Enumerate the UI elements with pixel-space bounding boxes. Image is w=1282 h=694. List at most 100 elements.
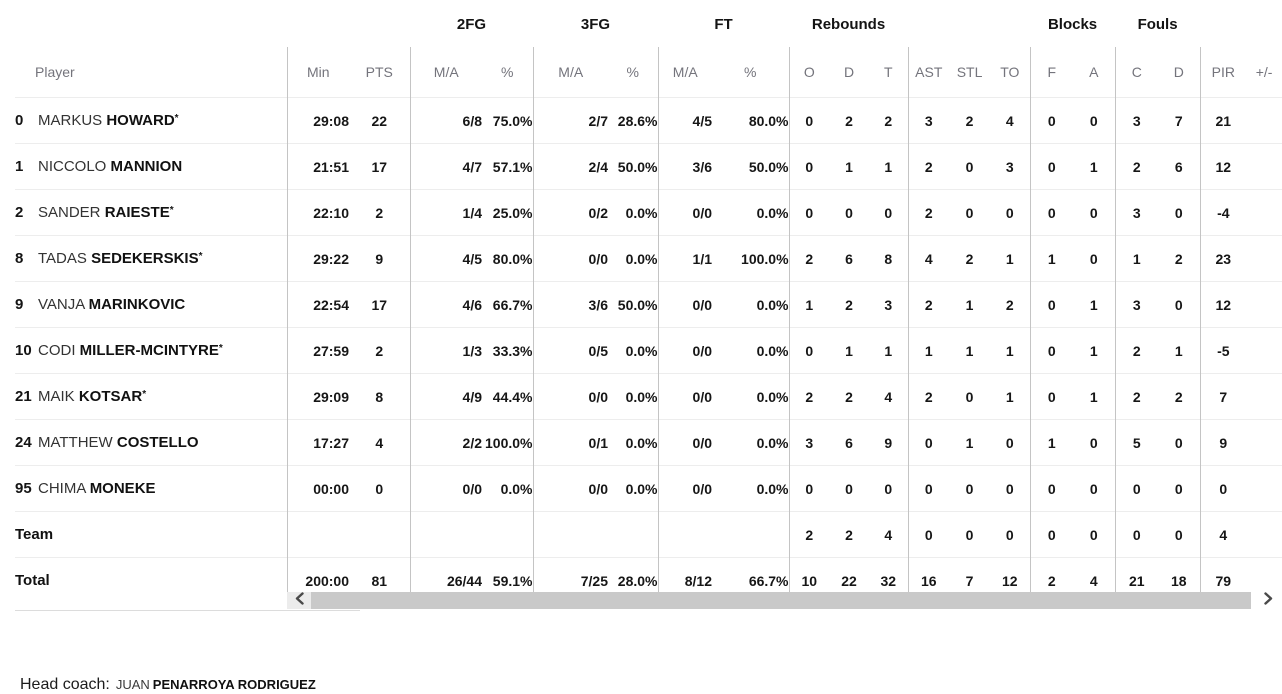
stat-cell: 33.3% xyxy=(482,327,533,374)
stat-cell: -4 xyxy=(1199,189,1247,236)
player-name-cell[interactable]: 24 MATTHEW COSTELLO xyxy=(15,419,287,466)
stat-cell: 2 xyxy=(907,189,950,236)
stat-cell: 17 xyxy=(349,143,410,190)
stat-cell: 21 xyxy=(1199,97,1247,144)
player-name-cell[interactable]: 9 VANJA MARINKOVIC xyxy=(15,281,287,328)
jersey-number: 24 xyxy=(15,434,32,451)
player-first-name: SANDER xyxy=(38,204,105,221)
stat-cell: 3 xyxy=(869,281,909,328)
player-row: 24 MATTHEW COSTELLO 17:27 4 2/2 100.0% 0/1 0.0%… xyxy=(15,419,1282,466)
stat-cell: 0 xyxy=(1029,511,1074,558)
table-bottom-border xyxy=(15,610,360,611)
stat-cell: 0 xyxy=(1114,511,1159,558)
player-last-name: COSTELLO xyxy=(116,434,199,451)
coach-first-name[interactable]: JUAN xyxy=(115,677,150,692)
stat-cell: 50.0% xyxy=(608,281,658,328)
scrollbar-thumb[interactable] xyxy=(311,592,1251,609)
column-header: M/A xyxy=(657,47,712,98)
stat-cell: 4/5 xyxy=(409,235,482,282)
stat-cell: 28.6% xyxy=(608,97,658,144)
scroll-right-button[interactable] xyxy=(1254,591,1282,609)
stat-cell: 2 xyxy=(907,143,950,190)
stat-cell xyxy=(1246,143,1282,190)
stat-cell: 23 xyxy=(1199,235,1247,282)
stat-cell xyxy=(1246,281,1282,328)
stat-cell: 2 xyxy=(907,373,950,420)
column-header: +/- xyxy=(1255,64,1273,80)
stat-cell: 0 xyxy=(869,465,909,512)
stat-cell: 80.0% xyxy=(712,97,790,144)
column-header: % xyxy=(744,64,757,80)
stat-cell: 2 xyxy=(1114,373,1159,420)
column-header: T xyxy=(884,64,893,80)
player-name-cell[interactable]: 8 TADAS SEDEKERSKIS* xyxy=(15,235,287,282)
stat-cell: 1 xyxy=(1029,419,1074,466)
stat-cell: 2 xyxy=(349,327,410,374)
stat-cell: 0 xyxy=(907,465,950,512)
player-name-cell[interactable]: 21 MAIK KOTSAR* xyxy=(15,373,287,420)
player-name-cell[interactable]: 1 NICCOLO MANNION xyxy=(15,143,287,190)
player-name-cell[interactable]: 95 CHIMA MONEKE xyxy=(15,465,287,512)
stat-cell: 0/0 xyxy=(657,189,712,236)
stat-cell: 0/0 xyxy=(532,373,608,420)
stat-cell: 0.0% xyxy=(712,189,790,236)
stat-cell: 100.0% xyxy=(712,235,790,282)
stat-cell: 1 xyxy=(1073,281,1116,328)
stat-cell: 4/6 xyxy=(409,281,482,328)
stat-cell: 2/4 xyxy=(532,143,608,190)
stat-cell: 0 xyxy=(1073,189,1116,236)
stat-cell: 1 xyxy=(1073,143,1116,190)
stat-cell: 2 xyxy=(1114,143,1159,190)
stat-cell: 0 xyxy=(949,143,991,190)
stat-cell: 75.0% xyxy=(482,97,533,144)
scrollbar-track[interactable] xyxy=(1251,592,1254,609)
head-coach-line: Head coach: JUAN PENARROYA RODRIGUEZ xyxy=(20,676,1282,694)
player-last-name: HOWARD xyxy=(106,112,175,129)
stat-cell: 1 xyxy=(869,327,909,374)
stat-cell: 6/8 xyxy=(409,97,482,144)
stat-cell: 0 xyxy=(1158,281,1201,328)
column-header: O xyxy=(788,47,830,98)
player-name-cell[interactable]: 10 CODI MILLER-MCINTYRE* xyxy=(15,327,287,374)
scroll-left-button[interactable] xyxy=(287,591,311,609)
box-score-table: 2FG 3FG FT Rebounds Blocks Fouls Player Min PTS M… xyxy=(15,2,1282,603)
stat-cell: 0/0 xyxy=(409,465,482,512)
stat-cell: 9 xyxy=(349,235,410,282)
horizontal-scrollbar[interactable] xyxy=(287,591,1282,609)
column-header: STL xyxy=(956,64,983,80)
stat-cell: 0/1 xyxy=(532,419,608,466)
corner-cell xyxy=(15,2,287,47)
stat-cell: 0/0 xyxy=(657,465,712,512)
jersey-number: 10 xyxy=(15,342,32,359)
stat-cell: 0 xyxy=(949,189,991,236)
team-row: Team 2 2 4 0 0 0 0 0 0 0 4 xyxy=(15,511,1282,558)
stat-cell: 1 xyxy=(990,373,1031,420)
stat-cell: 0 xyxy=(349,465,410,512)
stat-cell: 2 xyxy=(1158,373,1201,420)
stat-cell: 0 xyxy=(1029,465,1074,512)
player-last-name: MONEKE xyxy=(89,480,156,497)
column-header: M/A xyxy=(532,47,608,98)
player-last-name: KOTSAR xyxy=(78,388,143,405)
stat-cell: 0 xyxy=(788,189,830,236)
starter-marker: * xyxy=(218,343,223,354)
player-name-cell[interactable]: 0 MARKUS HOWARD* xyxy=(15,97,287,144)
group-header xyxy=(908,2,1030,47)
stat-cell: 6 xyxy=(829,419,870,466)
stat-cell: 0.0% xyxy=(712,327,790,374)
column-header: PTS xyxy=(365,64,393,80)
team-row-label: Team xyxy=(15,526,54,543)
stat-cell: 0 xyxy=(1199,465,1247,512)
stat-cell: 21:51 xyxy=(286,143,349,190)
stat-cell: 8 xyxy=(869,235,909,282)
starter-marker: * xyxy=(198,251,203,262)
stat-cell: 9 xyxy=(1199,419,1247,466)
column-header: Min xyxy=(286,47,349,98)
player-name-cell[interactable]: 2 SANDER RAIESTE* xyxy=(15,189,287,236)
stat-cell: 0/5 xyxy=(532,327,608,374)
player-row: 95 CHIMA MONEKE 00:00 0 0/0 0.0% 0/0 0.0% 0/0 0.0… xyxy=(15,465,1282,512)
stat-cell: 100.0% xyxy=(482,419,533,466)
stat-cell xyxy=(1246,419,1282,466)
stat-cell: 00:00 xyxy=(286,465,349,512)
coach-last-name[interactable]: PENARROYA RODRIGUEZ xyxy=(152,677,316,692)
